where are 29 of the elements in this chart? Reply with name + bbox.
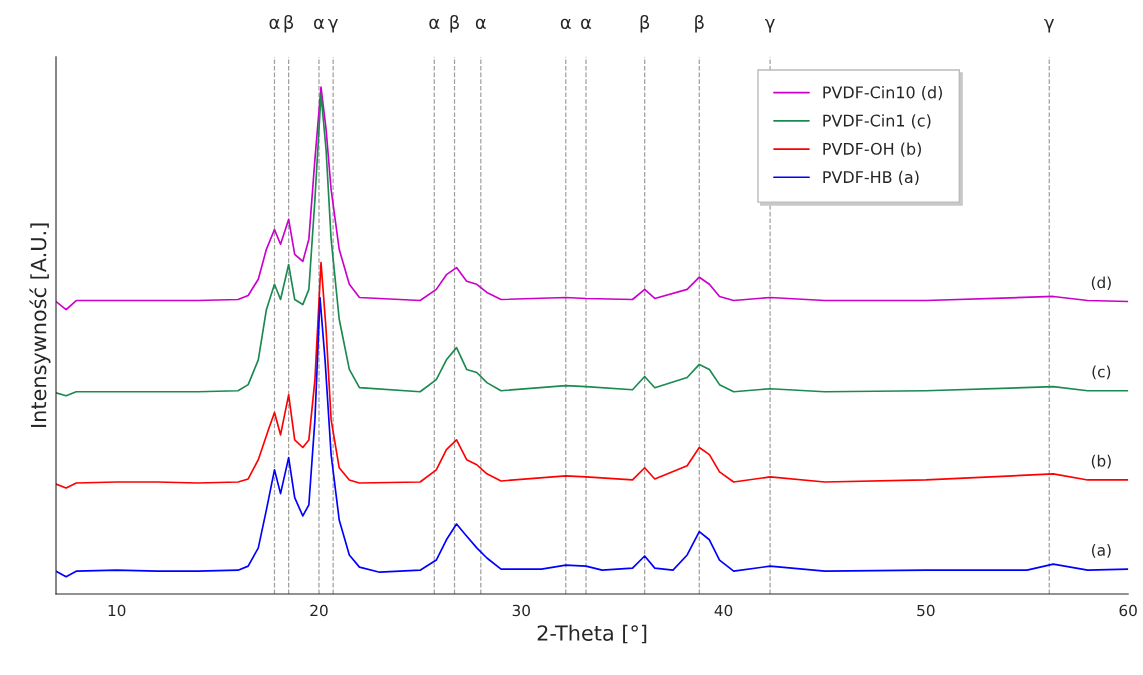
- x-axis-title: 2-Theta [°]: [537, 624, 647, 644]
- ref-line-label: α: [475, 18, 486, 29]
- ref-line-label: α: [560, 18, 571, 29]
- annotation: (c): [1092, 365, 1111, 380]
- x-tick-label: 50: [917, 604, 935, 617]
- legend-label: PVDF-OH (b): [823, 142, 921, 157]
- legend-label: PVDF-Cin10 (d): [823, 86, 942, 101]
- ref-line-label: β: [695, 14, 704, 33]
- legend-label: PVDF-HB (a): [823, 170, 919, 185]
- ref-line-label: γ: [328, 18, 338, 33]
- x-tick-label: 10: [108, 604, 126, 617]
- x-tick-label: 30: [512, 604, 530, 617]
- ref-line-label: β: [284, 14, 294, 33]
- ref-line-label: α: [429, 18, 440, 29]
- ref-line-label: β: [450, 14, 459, 33]
- x-tick-label: 40: [714, 604, 733, 617]
- ref-line-label: γ: [1044, 18, 1055, 33]
- annotation: (b): [1091, 454, 1111, 469]
- ref-line-label: α: [269, 18, 280, 29]
- ref-line-label: γ: [765, 18, 775, 33]
- ref-line-label: α: [581, 18, 592, 29]
- annotation: (a): [1092, 544, 1111, 558]
- x-tick-label: 20: [310, 604, 328, 617]
- ref-line-label: β: [640, 14, 650, 33]
- y-axis-title: Intensywność [A.U.]: [29, 223, 51, 427]
- ref-line-label: α: [314, 18, 325, 29]
- annotation: (d): [1091, 276, 1111, 291]
- legend-label: PVDF-Cin1 (c): [823, 114, 931, 129]
- x-tick-label: 60: [1119, 604, 1137, 617]
